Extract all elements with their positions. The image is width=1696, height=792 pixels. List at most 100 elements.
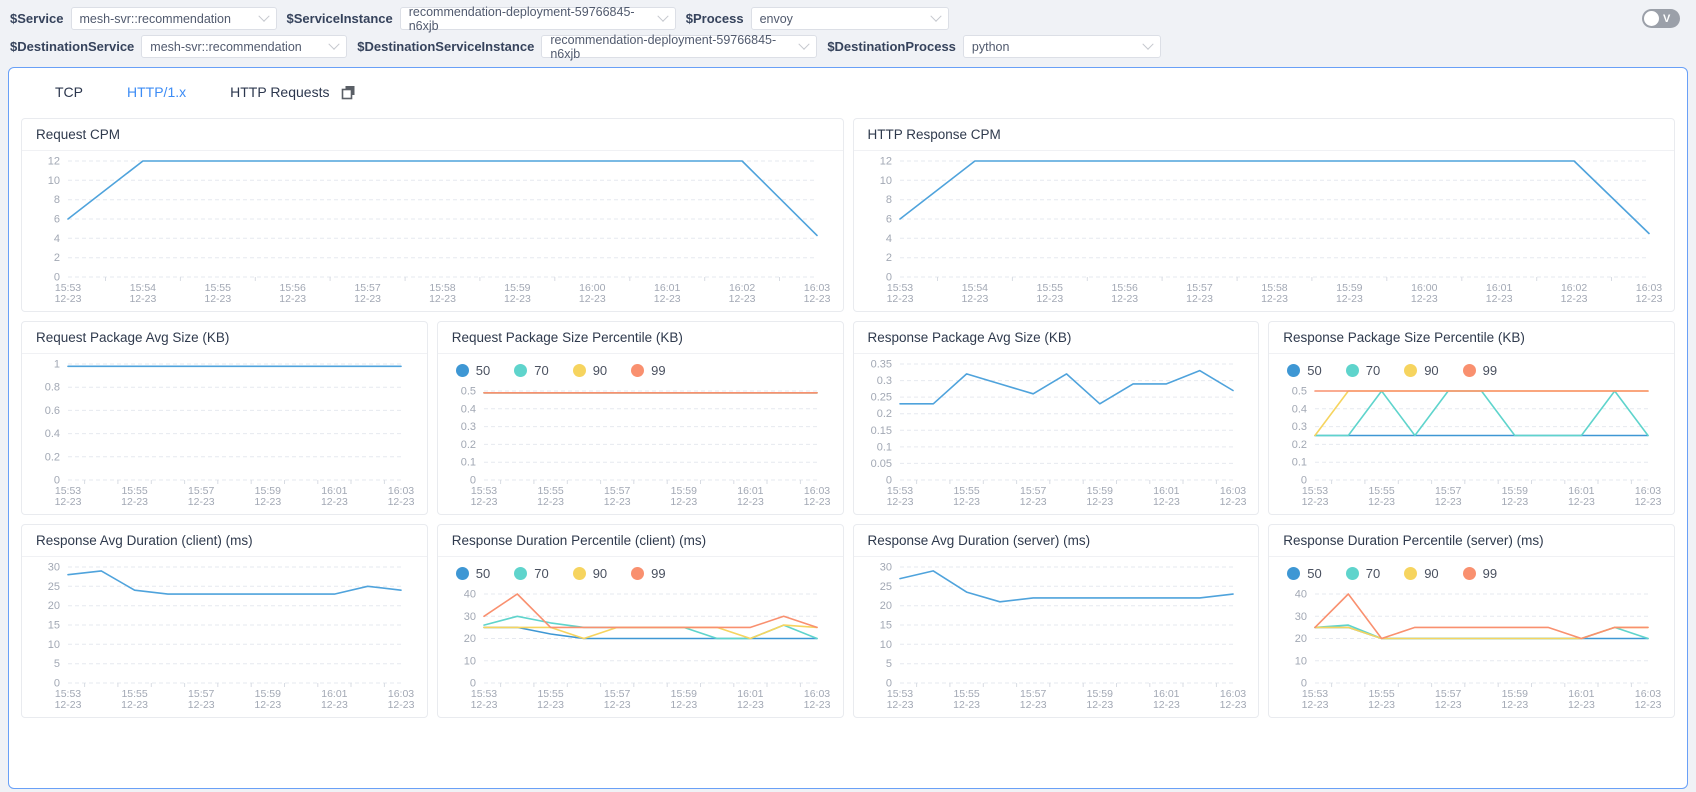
x-tick-label: 15:57 12-23 (604, 485, 631, 508)
x-tick-label: 16:01 12-23 (1152, 485, 1179, 508)
x-tick-label: 16:01 12-23 (737, 688, 764, 711)
legend-item-70[interactable]: 70 (1345, 363, 1381, 378)
x-tick-label: 15:55 12-23 (121, 485, 148, 508)
legend-item-90[interactable]: 90 (572, 566, 607, 581)
legend-item-70[interactable]: 70 (514, 566, 549, 581)
legend-label: 70 (1365, 363, 1381, 378)
x-tick-label: 15:53 12-23 (55, 688, 82, 711)
service-instance-select[interactable]: recommendation-deployment-59766845-n6xjb (399, 5, 676, 33)
chart-title: Request Package Size Percentile (KB) (437, 322, 843, 354)
copy-icon[interactable] (341, 85, 356, 100)
legend-item-50[interactable]: 50 (1287, 566, 1322, 581)
destination-process-select[interactable]: python (962, 35, 1161, 58)
y-tick-label: 30 (464, 611, 476, 623)
line-chart-svg: 0 2 4 6 8 10 12 15:53 12-23 15:54 12-23 15:55 12-23 1… (879, 156, 1662, 306)
x-tick-label: 15:53 12-23 (1302, 688, 1329, 711)
legend-item-90[interactable]: 90 (1404, 566, 1439, 581)
chart-title: HTTP Response CPM (853, 119, 1674, 151)
view-mode-toggle[interactable]: V (1642, 9, 1680, 28)
x-tick-label: 16:01 12-23 (737, 485, 764, 508)
destination-service-select[interactable]: mesh-svr::recommendation (141, 35, 348, 58)
chevron-down-icon (929, 10, 942, 22)
y-tick-label: 12 (879, 156, 891, 168)
legend-dot-icon (631, 567, 645, 580)
x-tick-label: 15:55 12-23 (1368, 485, 1395, 508)
x-tick-label: 16:03 12-23 (803, 688, 830, 711)
y-tick-label: 0.2 (460, 439, 475, 451)
legend-label: 99 (1482, 363, 1498, 378)
line-chart-svg: 0 5 10 15 20 25 30 15:53 12-23 15:55 12-23 15:57 12-… (48, 562, 415, 712)
destination-process-select-value: python (971, 39, 1010, 54)
chart-title: Response Package Size Percentile (KB) (1269, 322, 1674, 354)
x-tick-label: 15:53 12-23 (1302, 485, 1329, 508)
legend-dot-icon (1404, 364, 1418, 377)
legend-item-90[interactable]: 90 (572, 363, 608, 378)
legend-item-90[interactable]: 90 (1404, 363, 1439, 378)
destination-service-instance-select[interactable]: recommendation-deployment-59766845-n6xjb (541, 32, 818, 61)
line-chart-svg: 0 5 10 15 20 25 30 15:53 12-23 15:55 12-23 15:57 12-… (879, 562, 1246, 712)
legend-label: 90 (592, 363, 608, 378)
legend-item-70[interactable]: 70 (514, 363, 549, 378)
y-tick-label: 0.8 (45, 382, 60, 394)
x-tick-label: 15:58 12-23 (1261, 282, 1288, 305)
tab-tcp[interactable]: TCP (55, 84, 83, 100)
x-tick-label: 15:59 12-23 (254, 485, 281, 508)
chart-response-package-size-percentile: Response Package Size Percentile (KB) 50… (1268, 321, 1675, 515)
legend-item-70[interactable]: 70 (1345, 566, 1381, 581)
y-tick-label: 0 (54, 272, 60, 284)
x-tick-label: 15:59 12-23 (1335, 282, 1362, 305)
process-select[interactable]: envoy (750, 7, 949, 30)
legend-label: 70 (1365, 566, 1381, 581)
x-tick-label: 16:01 12-23 (1568, 688, 1595, 711)
x-tick-label: 15:58 12-23 (429, 282, 456, 305)
tab-http-requests[interactable]: HTTP Requests (230, 84, 330, 100)
service-label: $Service (10, 11, 64, 26)
y-tick-label: 10 (1295, 655, 1307, 667)
y-tick-label: 4 (885, 233, 891, 245)
x-tick-label: 15:57 12-23 (1435, 485, 1462, 508)
destination-service-instance-select-value: recommendation-deployment-59766845-n6xjb (550, 32, 777, 61)
y-tick-label: 2 (54, 252, 60, 264)
x-tick-label: 15:57 12-23 (1019, 485, 1046, 508)
x-tick-label: 16:01 12-23 (1568, 485, 1595, 508)
chart-request-package-avg-size: Request Package Avg Size (KB) 0 0.2 0.4 0.6… (21, 321, 428, 515)
service-select[interactable]: mesh-svr::recommendation (70, 7, 277, 30)
x-tick-label: 15:55 12-23 (1036, 282, 1063, 305)
process-select-value: envoy (759, 11, 793, 26)
legend-item-50[interactable]: 50 (1287, 363, 1322, 378)
y-tick-label: 0.15 (870, 425, 891, 437)
legend-dot-icon (455, 567, 469, 580)
legend-label: 99 (651, 566, 666, 581)
y-tick-label: 0.25 (870, 392, 891, 404)
chevron-down-icon (257, 10, 270, 22)
x-tick-label: 16:03 12-23 (1219, 485, 1246, 508)
x-tick-label: 16:03 12-23 (1219, 688, 1246, 711)
y-tick-label: 40 (1295, 589, 1307, 601)
chart-request-cpm: Request CPM 0 2 4 6 8 10 12 15:53 12-23 15:54 12-2… (21, 118, 844, 312)
y-tick-label: 0.5 (460, 386, 475, 398)
legend-item-50[interactable]: 50 (455, 363, 490, 378)
x-tick-label: 15:53 12-23 (470, 688, 497, 711)
y-tick-label: 4 (54, 233, 60, 245)
y-tick-label: 0.5 (1292, 386, 1307, 398)
tab-http1x[interactable]: HTTP/1.x (127, 84, 187, 100)
series-line-50 (482, 626, 818, 640)
series-line-Response Package Avg Size (898, 369, 1234, 405)
series-line-HTTP Response CPM (898, 160, 1650, 235)
x-tick-label: 15:55 12-23 (121, 688, 148, 711)
legend-item-99[interactable]: 99 (1462, 566, 1498, 581)
legend-item-99[interactable]: 99 (1462, 363, 1498, 378)
y-tick-label: 25 (48, 581, 60, 593)
y-tick-label: 0.05 (870, 458, 891, 470)
legend-item-50[interactable]: 50 (455, 566, 490, 581)
chart-plot: 0 2 4 6 8 10 12 15:53 12-23 15:54 12-23 15:55 12-23 1… (854, 151, 1675, 311)
x-tick-label: 15:57 12-23 (354, 282, 381, 305)
y-tick-label: 20 (1295, 633, 1307, 645)
y-tick-label: 6 (54, 214, 60, 226)
y-tick-label: 0 (54, 475, 60, 487)
y-tick-label: 2 (885, 252, 891, 264)
legend-label: 99 (1482, 566, 1498, 581)
legend-label: 99 (651, 363, 666, 378)
legend-item-99[interactable]: 99 (631, 363, 666, 378)
legend-item-99[interactable]: 99 (631, 566, 666, 581)
